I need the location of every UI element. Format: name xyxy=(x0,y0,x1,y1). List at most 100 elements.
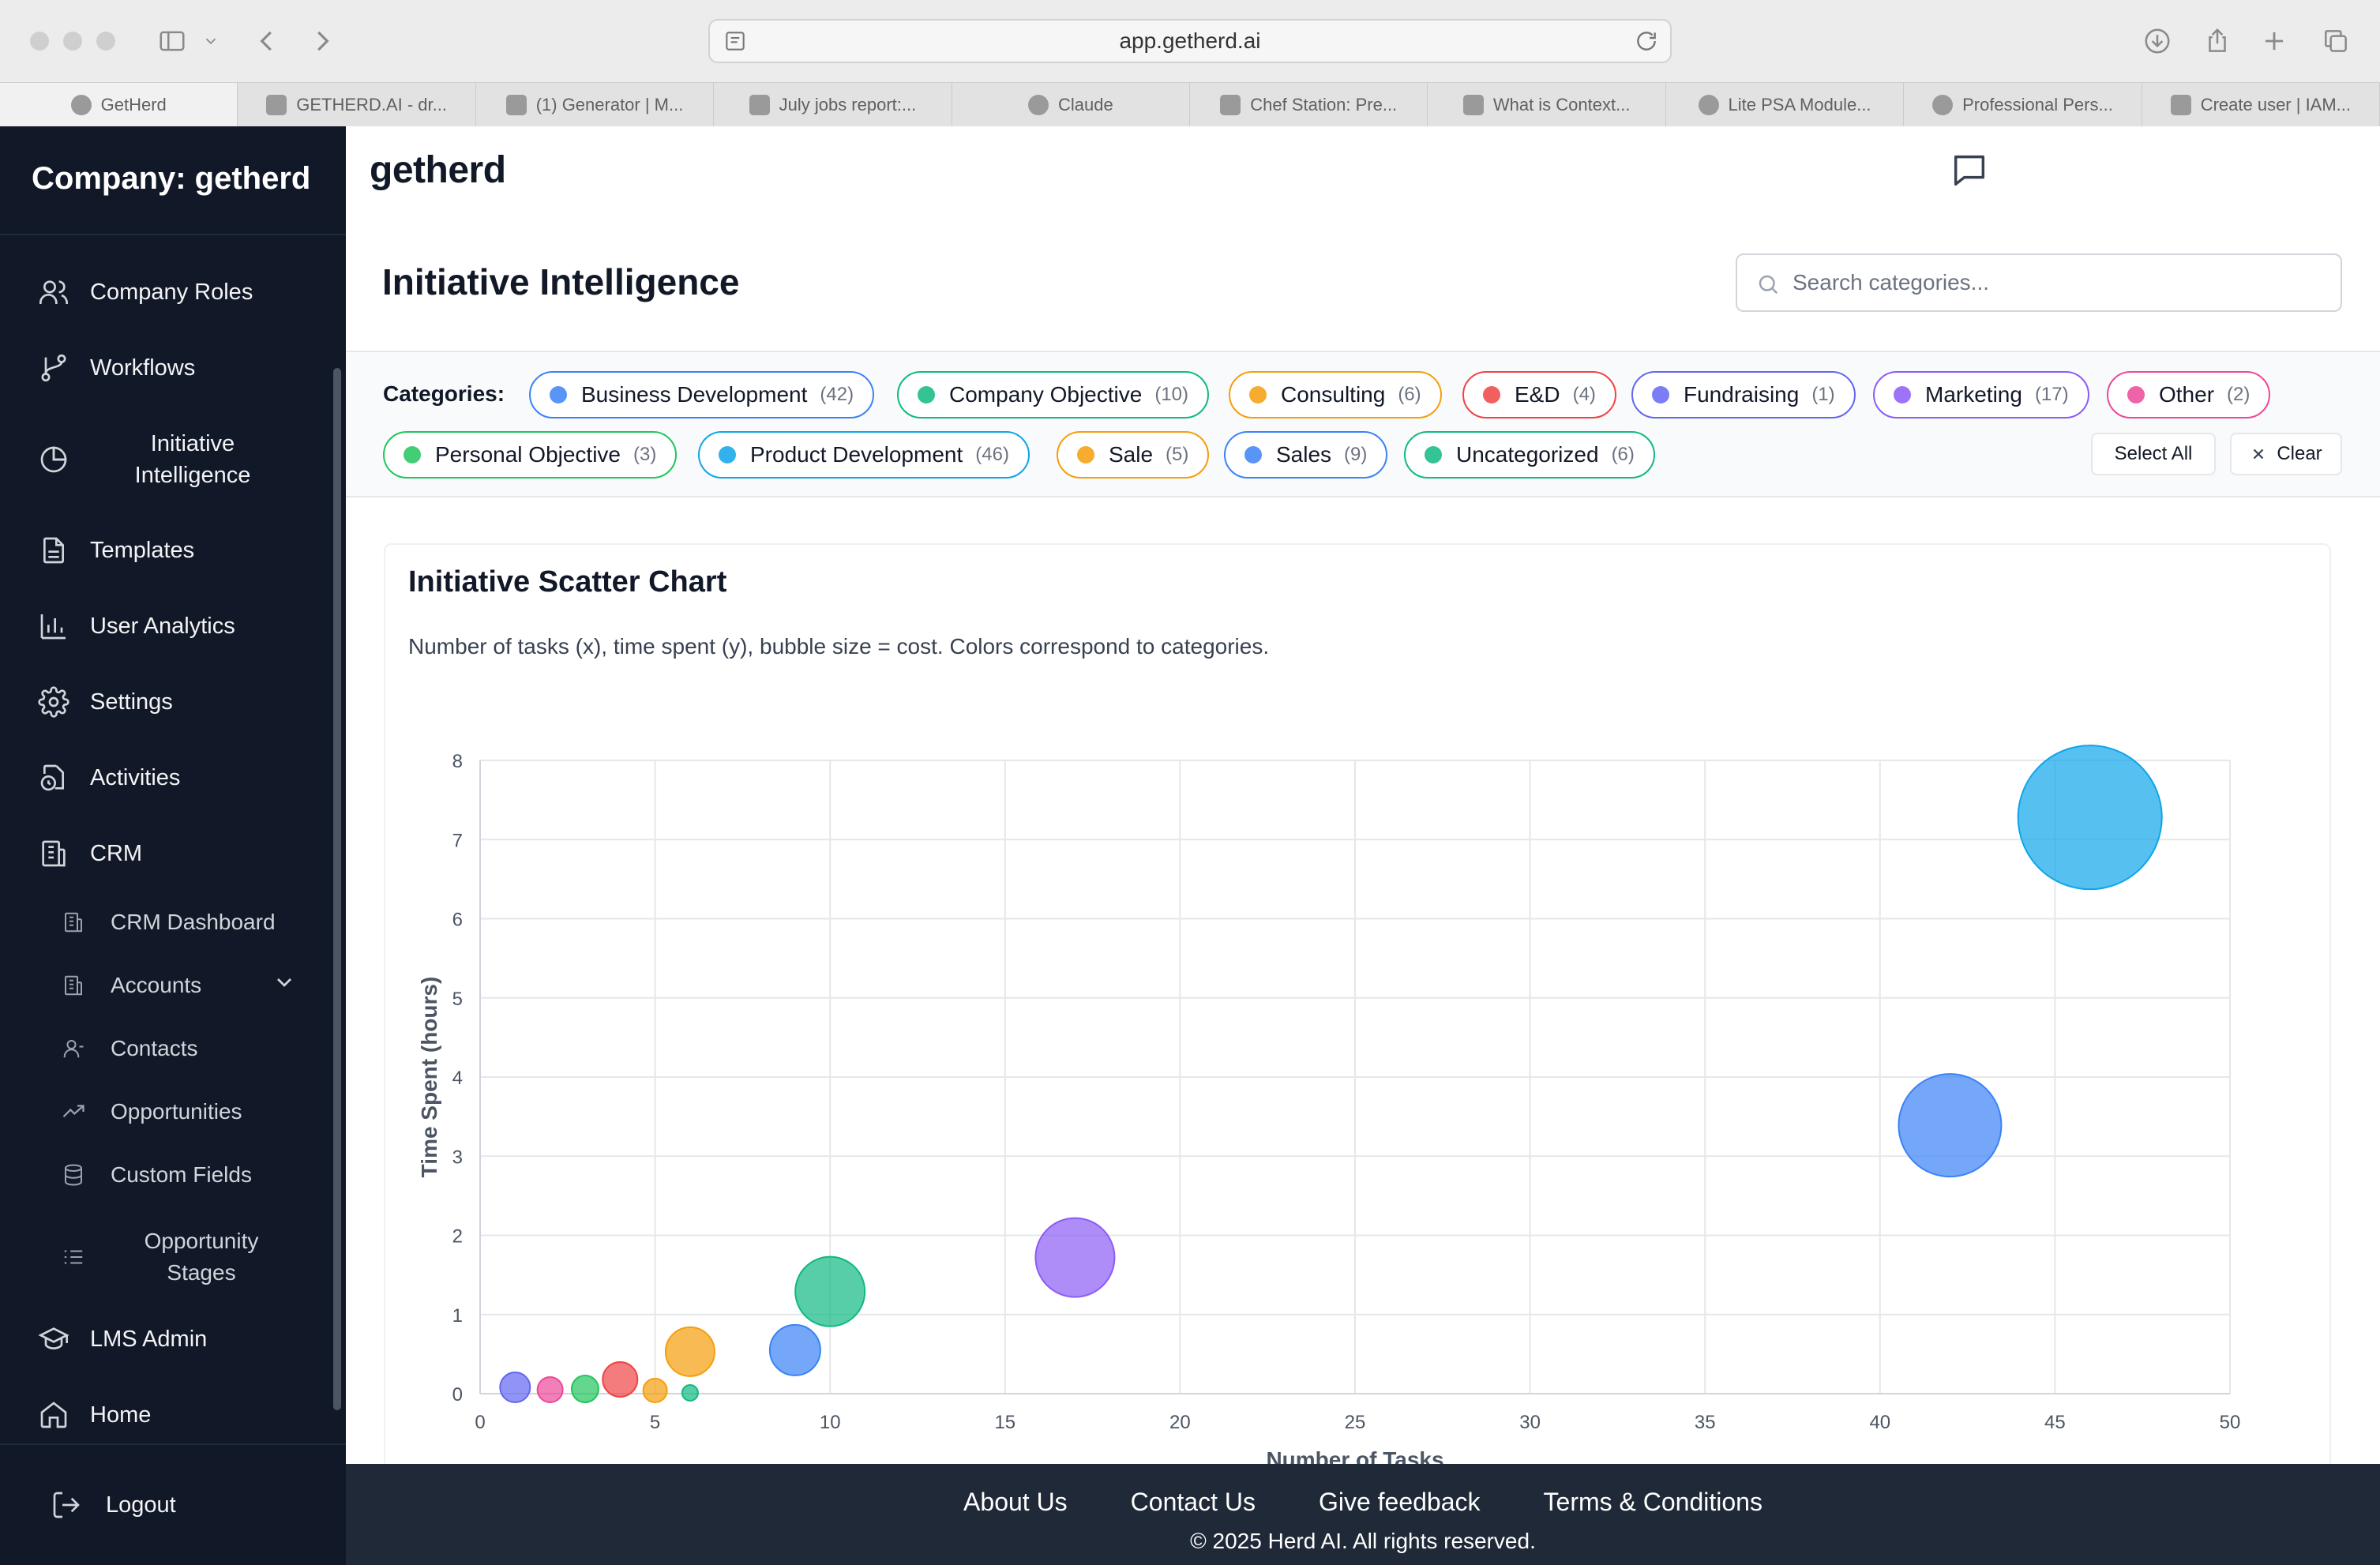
browser-tab[interactable]: GETHERD.AI - dr... xyxy=(238,83,476,127)
category-pill[interactable]: Consulting (6) xyxy=(1229,371,1442,418)
sidebar-item-initiative-intelligence[interactable]: Initiative Intelligence xyxy=(38,428,306,491)
sidebar-item-settings[interactable]: Settings xyxy=(38,686,173,718)
browser-tab[interactable]: Claude xyxy=(952,83,1191,127)
sidebar-item-workflows[interactable]: Workflows xyxy=(38,352,195,384)
sidebar-subitem-accounts[interactable]: Accounts xyxy=(62,973,201,998)
sidebar-subitem-custom-fields[interactable]: Custom Fields xyxy=(62,1162,252,1188)
sidebar-item-home[interactable]: Home xyxy=(38,1399,151,1431)
building-icon xyxy=(65,912,82,933)
x-tick-label: 15 xyxy=(994,1412,1015,1433)
category-count: (5) xyxy=(1166,444,1189,465)
logout-button[interactable]: Logout xyxy=(51,1489,176,1521)
category-color-dot xyxy=(1894,386,1911,403)
back-icon[interactable] xyxy=(248,22,286,60)
footer-link-about[interactable]: About Us xyxy=(963,1488,1068,1516)
category-pill[interactable]: Personal Objective (3) xyxy=(383,431,678,479)
y-tick-label: 2 xyxy=(452,1226,463,1248)
sidebar-item-user-analytics[interactable]: User Analytics xyxy=(38,610,235,642)
scatter-point[interactable] xyxy=(2017,745,2163,891)
scatter-point[interactable] xyxy=(768,1323,821,1376)
scatter-point[interactable] xyxy=(1034,1217,1116,1298)
share-icon[interactable] xyxy=(2198,22,2236,60)
category-color-dot xyxy=(2127,386,2145,403)
downloads-icon[interactable] xyxy=(2138,22,2176,60)
category-pill[interactable]: Uncategorized (6) xyxy=(1404,431,1655,479)
category-pill[interactable]: Other (2) xyxy=(2107,371,2271,418)
y-tick-label: 8 xyxy=(452,751,463,772)
scatter-point[interactable] xyxy=(642,1377,668,1403)
search-input[interactable]: Search categories... xyxy=(1736,253,2342,312)
page-settings-icon[interactable] xyxy=(723,28,748,54)
chevron-down-icon[interactable] xyxy=(199,22,223,60)
chevron-down-icon[interactable] xyxy=(272,970,297,995)
browser-tab[interactable]: GetHerd xyxy=(0,83,238,127)
zoom-window-button[interactable] xyxy=(96,32,115,51)
scatter-point[interactable] xyxy=(1898,1073,2003,1178)
sidebar-subitem-opportunity-stages[interactable]: Opportunity Stages xyxy=(62,1225,292,1289)
aws-favicon-icon xyxy=(2170,95,2191,115)
user-icon xyxy=(63,1040,84,1058)
category-name: Marketing xyxy=(1925,382,2022,407)
x-tick-label: 30 xyxy=(1519,1412,1541,1433)
clear-label: Clear xyxy=(2277,443,2322,464)
sidebar-scrollbar[interactable] xyxy=(333,368,341,1410)
category-pill[interactable]: Marketing (17) xyxy=(1873,371,2089,418)
sidebar-item-activities[interactable]: Activities xyxy=(38,762,180,794)
browser-tab[interactable]: Lite PSA Module... xyxy=(1666,83,1905,127)
address-bar[interactable]: app.getherd.ai xyxy=(708,19,1672,63)
select-all-button[interactable]: Select All xyxy=(2091,433,2216,475)
sidebar-item-lms-admin[interactable]: LMS Admin xyxy=(38,1323,207,1355)
category-pill[interactable]: Business Development (42) xyxy=(529,371,875,418)
clear-button[interactable]: Clear xyxy=(2230,433,2342,475)
forward-icon[interactable] xyxy=(303,22,341,60)
chat-icon[interactable] xyxy=(1949,150,1990,191)
sidebar-subitem-opportunities[interactable]: Opportunities xyxy=(62,1099,242,1124)
category-count: (17) xyxy=(2034,384,2069,405)
category-pill[interactable]: Fundraising (1) xyxy=(1631,371,1856,418)
scatter-point[interactable] xyxy=(681,1383,699,1402)
category-pill[interactable]: Sale (5) xyxy=(1057,431,1210,479)
sidebar-item-crm[interactable]: CRM xyxy=(38,838,142,869)
top-header: getherd xyxy=(346,126,2380,229)
sidebar-subitem-crm-dashboard[interactable]: CRM Dashboard xyxy=(62,910,276,935)
x-tick-label: 0 xyxy=(475,1412,485,1433)
x-tick-label: 5 xyxy=(650,1412,660,1433)
minimize-window-button[interactable] xyxy=(63,32,82,51)
search-placeholder: Search categories... xyxy=(1793,270,1990,295)
sidebar-subitem-contacts[interactable]: Contacts xyxy=(62,1036,198,1061)
scatter-point[interactable] xyxy=(664,1326,715,1377)
category-pill[interactable]: Company Objective (10) xyxy=(897,371,1210,418)
getherd-favicon-icon xyxy=(70,95,92,115)
category-pill[interactable]: Product Development (46) xyxy=(698,431,1030,479)
browser-tab[interactable]: Chef Station: Pre... xyxy=(1190,83,1428,127)
sidebar-subitem-label: CRM Dashboard xyxy=(111,910,276,934)
category-color-dot xyxy=(1077,446,1094,463)
gear-icon xyxy=(38,686,69,718)
sidebar-subitem-label: Opportunity Stages xyxy=(144,1229,259,1285)
scatter-point[interactable] xyxy=(499,1371,531,1403)
scatter-point[interactable] xyxy=(536,1375,564,1403)
sidebar-toggle-icon[interactable] xyxy=(153,22,191,60)
browser-tab[interactable]: What is Context... xyxy=(1428,83,1666,127)
y-tick-label: 0 xyxy=(452,1384,463,1405)
browser-tab[interactable]: July jobs report:... xyxy=(714,83,952,127)
sidebar-item-templates[interactable]: Templates xyxy=(38,535,194,566)
browser-tab[interactable]: Professional Pers... xyxy=(1904,83,2142,127)
browser-tab[interactable]: (1) Generator | M... xyxy=(476,83,715,127)
close-window-button[interactable] xyxy=(30,32,49,51)
footer-link-feedback[interactable]: Give feedback xyxy=(1318,1488,1481,1516)
footer-link-contact[interactable]: Contact Us xyxy=(1130,1488,1256,1516)
category-pill[interactable]: Sales (9) xyxy=(1224,431,1388,479)
category-count: (42) xyxy=(820,384,854,405)
scatter-point[interactable] xyxy=(570,1374,599,1403)
new-tab-icon[interactable] xyxy=(2255,22,2293,60)
sidebar-item-company-roles[interactable]: Company Roles xyxy=(38,276,253,308)
footer-link-terms[interactable]: Terms & Conditions xyxy=(1543,1488,1762,1516)
scatter-point[interactable] xyxy=(602,1360,639,1398)
sidebar-divider xyxy=(0,1443,346,1445)
tab-overview-icon[interactable] xyxy=(2317,22,2355,60)
scatter-point[interactable] xyxy=(794,1255,866,1327)
category-pill[interactable]: E&D (4) xyxy=(1462,371,1616,418)
reload-icon[interactable] xyxy=(1634,28,1659,54)
